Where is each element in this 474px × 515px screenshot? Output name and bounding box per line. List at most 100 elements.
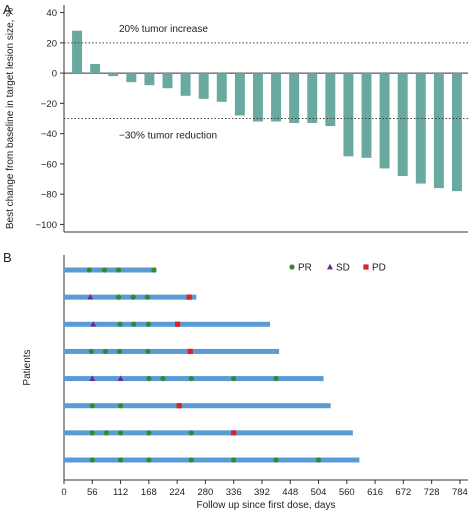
panel-b-lane-bar	[64, 430, 353, 436]
panel-b-x-tick-label: 336	[226, 487, 242, 498]
panel-b-pd-marker	[175, 321, 181, 327]
panel-a-bar	[144, 73, 155, 86]
panel-a-y-tick-label: −40	[41, 129, 57, 140]
panel-a-bar	[451, 73, 462, 192]
panel-b-lane-bar	[64, 294, 197, 300]
panel-b-pr-marker	[117, 430, 124, 436]
panel-a-bar	[216, 73, 227, 102]
panel-b-pr-marker	[289, 264, 295, 270]
panel-b-lane-bar	[64, 267, 157, 273]
panel-b-x-tick-label: 56	[87, 487, 98, 498]
panel-b-x-tick-label: 392	[254, 487, 270, 498]
panel-b-y-axis-title: Patients	[22, 349, 33, 385]
panel-a-chart: A 40 20 0 −20 −40 −60 −80 −100 20% tumor increa…	[3, 2, 468, 233]
panel-b-pr-marker	[144, 294, 150, 300]
panel-b-pr-marker	[273, 375, 279, 382]
panel-b-patient-row	[64, 430, 353, 436]
panel-b-pr-marker	[88, 348, 94, 355]
panel-b-x-tick-label: 112	[113, 487, 128, 498]
panel-b-legend-label: PR	[298, 263, 312, 274]
panel-b-x-tick-label: 168	[141, 487, 157, 498]
panel-b-lane-bar	[64, 403, 331, 409]
panel-a-y-tick-label: −20	[41, 99, 57, 110]
panel-a-y-tick-label: 40	[46, 8, 57, 19]
panel-b-pr-marker	[151, 267, 157, 273]
panel-b-lane-bar	[64, 321, 271, 327]
panel-b-pr-marker	[145, 321, 151, 327]
panel-b-pr-marker	[231, 375, 237, 382]
panel-b-sd-marker	[90, 321, 97, 327]
panel-b-patient-lanes	[64, 267, 360, 463]
panel-b-chart: B 0 56 112 168 224 280 336 392 448 504 560 616 672 72…	[3, 250, 468, 511]
panel-b-pr-marker	[86, 267, 92, 273]
panel-a-bar	[198, 73, 209, 99]
panel-a-bars	[72, 30, 462, 192]
panel-b-pr-marker	[130, 294, 136, 300]
panel-b-pr-marker	[101, 267, 107, 273]
panel-a-bar	[108, 73, 119, 77]
panel-a-bar	[234, 73, 245, 116]
panel-a-reference-label: 20% tumor increase	[119, 24, 208, 35]
panel-b-pr-marker	[315, 457, 322, 463]
panel-b-patient-row	[64, 267, 157, 273]
panel-b-sd-marker	[89, 375, 96, 381]
panel-b-pd-marker	[231, 430, 237, 436]
panel-b-pd-marker	[363, 264, 369, 270]
panel-b-sd-marker	[87, 293, 94, 300]
panel-b-legend-item: PR	[289, 263, 312, 274]
panel-b-lane-bar	[64, 457, 360, 463]
panel-a-bar	[433, 73, 444, 189]
panel-b-pd-marker	[186, 294, 192, 300]
panel-label-a: A	[3, 2, 12, 17]
panel-b-x-tick-label: 560	[339, 487, 355, 498]
panel-a-bar	[361, 73, 372, 158]
panel-a-y-tick-label: −100	[36, 220, 57, 231]
panel-b-pr-marker	[102, 348, 109, 355]
panel-a-bar	[379, 73, 390, 169]
panel-b-pd-marker	[176, 403, 182, 409]
panel-a-bar	[289, 73, 300, 124]
panel-b-pr-marker	[117, 321, 123, 327]
panel-b-patient-row	[64, 375, 324, 382]
panel-b-x-tick-label: 504	[311, 487, 327, 498]
panel-b-x-tick-label: 784	[452, 487, 468, 498]
panel-b-pr-marker	[160, 375, 166, 382]
panel-label-b: B	[3, 250, 12, 265]
panel-b-pr-marker	[89, 457, 95, 463]
panel-b-pr-marker	[231, 457, 237, 463]
panel-b-pd-marker	[187, 348, 193, 355]
panel-a-bar	[307, 73, 318, 124]
panel-a-reference-lines: 20% tumor increase −30% tumor reduction	[64, 24, 468, 142]
panel-b-patient-row	[64, 403, 331, 409]
panel-a-bar	[325, 73, 336, 127]
panel-b-sd-marker	[117, 375, 124, 381]
panel-a-bar	[126, 73, 137, 83]
panel-a-bar	[252, 73, 263, 122]
panel-a-bar	[343, 73, 354, 157]
panel-b-legend: PR SD PD	[289, 263, 386, 274]
panel-b-legend-item: SD	[327, 263, 350, 274]
panel-b-patient-row	[64, 348, 280, 355]
panel-b-legend-item: PD	[363, 263, 386, 274]
panel-a-bar	[90, 64, 101, 74]
panel-b-pr-marker	[115, 267, 122, 273]
panel-b-x-axis-title: Follow up since first dose, days	[197, 500, 336, 511]
panel-a-bar	[162, 73, 173, 89]
panel-b-x-tick-label: 672	[395, 487, 411, 498]
panel-a-bar	[397, 73, 408, 177]
panel-b-pr-marker	[146, 457, 152, 463]
panel-b-legend-label: PD	[372, 263, 386, 274]
panel-b-lane-bar	[64, 348, 280, 354]
panel-a-bar	[271, 73, 282, 122]
panel-a-bar	[72, 30, 83, 74]
panel-b-pr-marker	[103, 430, 110, 436]
panel-b-pr-marker	[146, 375, 152, 382]
panel-a-y-ticks: 40 20 0 −20 −40 −60 −80 −100	[36, 8, 64, 231]
panel-b-patient-row	[64, 457, 360, 463]
panel-b-x-tick-label: 728	[424, 487, 440, 498]
panel-b-pr-marker	[188, 375, 194, 382]
panel-b-x-tick-label: 448	[282, 487, 298, 498]
panel-b-pr-marker	[89, 403, 95, 409]
panel-b-pr-marker	[131, 321, 137, 327]
panel-b-x-tick-label: 616	[367, 487, 383, 498]
